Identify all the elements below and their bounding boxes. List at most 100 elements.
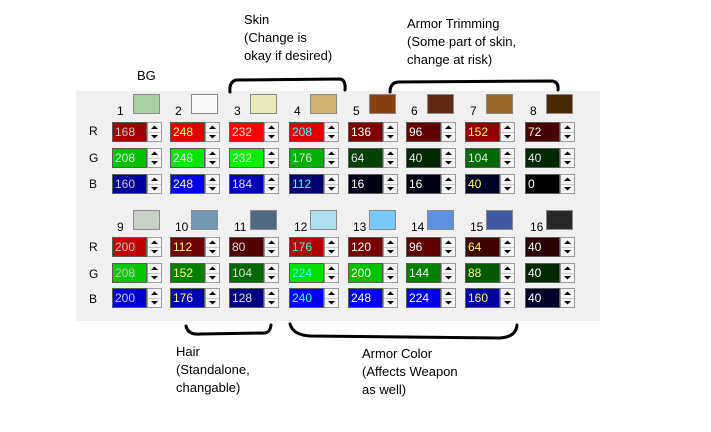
increment-arrow-icon[interactable] <box>148 149 161 159</box>
b-value-field[interactable]: 16 <box>348 174 383 194</box>
b-value-field[interactable]: 240 <box>289 288 324 308</box>
decrement-arrow-icon[interactable] <box>206 273 219 282</box>
decrement-arrow-icon[interactable] <box>325 132 338 141</box>
g-value-field[interactable]: 144 <box>406 263 441 283</box>
decrement-arrow-icon[interactable] <box>384 184 397 193</box>
decrement-arrow-icon[interactable] <box>442 158 455 167</box>
increment-arrow-icon[interactable] <box>325 149 338 159</box>
g-value-field[interactable]: 200 <box>348 263 383 283</box>
increment-arrow-icon[interactable] <box>561 123 574 133</box>
decrement-arrow-icon[interactable] <box>384 158 397 167</box>
decrement-arrow-icon[interactable] <box>265 158 278 167</box>
r-value-field[interactable]: 168 <box>112 122 147 142</box>
b-value-field[interactable]: 40 <box>525 288 560 308</box>
increment-arrow-icon[interactable] <box>501 123 514 133</box>
r-value-field[interactable]: 248 <box>170 122 205 142</box>
b-value-field[interactable]: 160 <box>465 288 500 308</box>
decrement-arrow-icon[interactable] <box>325 184 338 193</box>
g-value-field[interactable]: 40 <box>525 263 560 283</box>
b-value-field[interactable]: 200 <box>112 288 147 308</box>
decrement-arrow-icon[interactable] <box>561 132 574 141</box>
decrement-arrow-icon[interactable] <box>501 298 514 307</box>
decrement-arrow-icon[interactable] <box>384 247 397 256</box>
color-swatch[interactable] <box>369 210 396 230</box>
r-value-field[interactable]: 80 <box>229 237 264 257</box>
increment-arrow-icon[interactable] <box>325 289 338 299</box>
decrement-arrow-icon[interactable] <box>561 184 574 193</box>
increment-arrow-icon[interactable] <box>442 149 455 159</box>
g-value-field[interactable]: 64 <box>348 148 383 168</box>
decrement-arrow-icon[interactable] <box>265 132 278 141</box>
decrement-arrow-icon[interactable] <box>501 247 514 256</box>
color-swatch[interactable] <box>250 210 277 230</box>
color-swatch[interactable] <box>310 210 337 230</box>
increment-arrow-icon[interactable] <box>561 238 574 248</box>
increment-arrow-icon[interactable] <box>561 149 574 159</box>
increment-arrow-icon[interactable] <box>206 264 219 274</box>
g-value-field[interactable]: 40 <box>406 148 441 168</box>
b-value-field[interactable]: 128 <box>229 288 264 308</box>
color-swatch[interactable] <box>486 210 513 230</box>
color-swatch[interactable] <box>133 94 160 114</box>
decrement-arrow-icon[interactable] <box>265 273 278 282</box>
decrement-arrow-icon[interactable] <box>501 273 514 282</box>
color-swatch[interactable] <box>250 94 277 114</box>
increment-arrow-icon[interactable] <box>206 149 219 159</box>
r-value-field[interactable]: 232 <box>229 122 264 142</box>
color-swatch[interactable] <box>369 94 396 114</box>
decrement-arrow-icon[interactable] <box>442 184 455 193</box>
increment-arrow-icon[interactable] <box>206 289 219 299</box>
increment-arrow-icon[interactable] <box>384 238 397 248</box>
g-value-field[interactable]: 232 <box>229 148 264 168</box>
decrement-arrow-icon[interactable] <box>148 273 161 282</box>
b-value-field[interactable]: 248 <box>170 174 205 194</box>
decrement-arrow-icon[interactable] <box>265 184 278 193</box>
decrement-arrow-icon[interactable] <box>442 273 455 282</box>
decrement-arrow-icon[interactable] <box>265 298 278 307</box>
increment-arrow-icon[interactable] <box>384 175 397 185</box>
g-value-field[interactable]: 208 <box>112 148 147 168</box>
increment-arrow-icon[interactable] <box>501 175 514 185</box>
increment-arrow-icon[interactable] <box>265 264 278 274</box>
b-value-field[interactable]: 184 <box>229 174 264 194</box>
increment-arrow-icon[interactable] <box>325 175 338 185</box>
decrement-arrow-icon[interactable] <box>325 273 338 282</box>
decrement-arrow-icon[interactable] <box>561 247 574 256</box>
decrement-arrow-icon[interactable] <box>501 132 514 141</box>
b-value-field[interactable]: 16 <box>406 174 441 194</box>
decrement-arrow-icon[interactable] <box>442 247 455 256</box>
color-swatch[interactable] <box>310 94 337 114</box>
decrement-arrow-icon[interactable] <box>206 184 219 193</box>
increment-arrow-icon[interactable] <box>265 149 278 159</box>
decrement-arrow-icon[interactable] <box>561 273 574 282</box>
increment-arrow-icon[interactable] <box>148 123 161 133</box>
g-value-field[interactable]: 152 <box>170 263 205 283</box>
r-value-field[interactable]: 40 <box>525 237 560 257</box>
decrement-arrow-icon[interactable] <box>325 298 338 307</box>
color-swatch[interactable] <box>427 210 454 230</box>
increment-arrow-icon[interactable] <box>265 123 278 133</box>
increment-arrow-icon[interactable] <box>206 238 219 248</box>
color-swatch[interactable] <box>191 210 218 230</box>
b-value-field[interactable]: 0 <box>525 174 560 194</box>
increment-arrow-icon[interactable] <box>148 238 161 248</box>
g-value-field[interactable]: 104 <box>229 263 264 283</box>
r-value-field[interactable]: 120 <box>348 237 383 257</box>
color-swatch[interactable] <box>427 94 454 114</box>
color-swatch[interactable] <box>486 94 513 114</box>
r-value-field[interactable]: 96 <box>406 122 441 142</box>
b-value-field[interactable]: 224 <box>406 288 441 308</box>
increment-arrow-icon[interactable] <box>561 289 574 299</box>
increment-arrow-icon[interactable] <box>501 289 514 299</box>
b-value-field[interactable]: 176 <box>170 288 205 308</box>
g-value-field[interactable]: 88 <box>465 263 500 283</box>
decrement-arrow-icon[interactable] <box>384 273 397 282</box>
decrement-arrow-icon[interactable] <box>206 247 219 256</box>
color-swatch[interactable] <box>191 94 218 114</box>
g-value-field[interactable]: 224 <box>289 263 324 283</box>
decrement-arrow-icon[interactable] <box>148 184 161 193</box>
r-value-field[interactable]: 208 <box>289 122 324 142</box>
increment-arrow-icon[interactable] <box>325 264 338 274</box>
increment-arrow-icon[interactable] <box>148 289 161 299</box>
decrement-arrow-icon[interactable] <box>148 298 161 307</box>
